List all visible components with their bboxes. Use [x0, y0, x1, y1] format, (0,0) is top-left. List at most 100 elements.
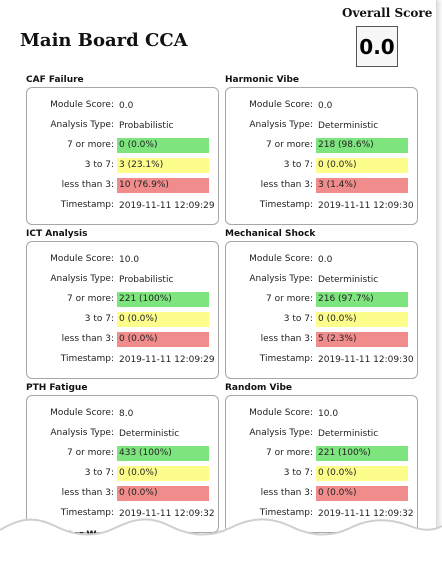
module-section: PTH Fatigue Module Score: 8.0 Analysis Type… — [26, 381, 219, 533]
overall-score-label: Overall Score — [342, 6, 433, 20]
count-3-to-7-row: 3 to 7: 0 (0.0%) — [226, 312, 417, 330]
module-score-value: 0.0 — [119, 101, 134, 111]
analysis-type-label: Analysis Type: — [50, 274, 114, 284]
count-less-than-3-row: less than 3: 0 (0.0%) — [27, 332, 218, 350]
section-panel: Module Score: 0.0 Analysis Type: Probabilis… — [26, 87, 219, 225]
analysis-type-label: Analysis Type: — [249, 274, 313, 284]
timestamp-label: Timestamp: — [259, 354, 313, 364]
count-3-to-7-label: 3 to 7: — [283, 468, 313, 478]
count-3-to-7-row: 3 to 7: 0 (0.0%) — [226, 158, 417, 176]
count-less-than-3-label: less than 3: — [61, 334, 114, 344]
module-score-label: Module Score: — [249, 100, 313, 110]
count-7-or-more-label: 7 or more: — [266, 294, 313, 304]
count-7-or-more-row: 7 or more: 0 (0.0%) — [27, 138, 218, 156]
analysis-type-value: Probabilistic — [119, 121, 174, 131]
count-7-or-more-label: 7 or more: — [266, 140, 313, 150]
timestamp-label: Timestamp: — [60, 354, 114, 364]
section-title: CAF Failure — [26, 75, 84, 85]
count-less-than-3-value: 0 (0.0%) — [117, 486, 209, 501]
count-7-or-more-value: 216 (97.7%) — [316, 292, 408, 307]
count-less-than-3-row: less than 3: 3 (1.4%) — [226, 178, 417, 196]
timestamp-row: Timestamp: 2019-11-11 12:09:29 — [27, 352, 218, 370]
timestamp-value: 2019-11-11 12:09:32 — [318, 509, 414, 519]
analysis-type-row: Analysis Type: Deterministic — [226, 426, 417, 444]
analysis-type-row: Analysis Type: Deterministic — [27, 426, 218, 444]
count-7-or-more-row: 7 or more: 433 (100%) — [27, 446, 218, 464]
section-title: Random Vibe — [225, 383, 292, 393]
count-3-to-7-label: 3 to 7: — [283, 314, 313, 324]
analysis-type-row: Analysis Type: Probabilistic — [27, 118, 218, 136]
module-score-label: Module Score: — [50, 254, 114, 264]
count-3-to-7-value: 0 (0.0%) — [316, 158, 408, 173]
analysis-type-row: Analysis Type: Probabilistic — [27, 272, 218, 290]
count-less-than-3-row: less than 3: 10 (76.9%) — [27, 178, 218, 196]
timestamp-label: Timestamp: — [60, 508, 114, 518]
timestamp-label: Timestamp: — [60, 200, 114, 210]
count-3-to-7-label: 3 to 7: — [84, 160, 114, 170]
module-score-label: Module Score: — [249, 408, 313, 418]
count-3-to-7-row: 3 to 7: 0 (0.0%) — [27, 312, 218, 330]
analysis-type-row: Analysis Type: Deterministic — [226, 118, 417, 136]
module-score-row: Module Score: 0.0 — [226, 252, 417, 270]
section-panel: Module Score: 0.0 Analysis Type: Determinis… — [225, 87, 418, 225]
timestamp-value: 2019-11-11 12:09:30 — [318, 355, 414, 365]
count-7-or-more-row: 7 or more: 221 (100%) — [27, 292, 218, 310]
module-score-value: 8.0 — [119, 409, 134, 419]
section-title: PTH Fatigue — [26, 383, 88, 393]
count-7-or-more-row: 7 or more: 221 (100%) — [226, 446, 417, 464]
module-section: Mechanical Shock Module Score: 0.0 Analysis… — [225, 227, 418, 379]
section-title: Harmonic Vibe — [225, 75, 300, 85]
timestamp-label: Timestamp: — [259, 508, 313, 518]
module-score-row: Module Score: 10.0 — [226, 406, 417, 424]
count-3-to-7-value: 0 (0.0%) — [316, 466, 408, 481]
overall-score-value: 0.0 — [356, 26, 398, 67]
count-less-than-3-value: 0 (0.0%) — [117, 332, 209, 347]
timestamp-value: 2019-11-11 12:09:32 — [119, 509, 215, 519]
module-section: Random Vibe Module Score: 10.0 Analysis Typ… — [225, 381, 418, 533]
analysis-type-value: Probabilistic — [119, 275, 174, 285]
count-less-than-3-row: less than 3: 0 (0.0%) — [27, 486, 218, 504]
section-panel: Module Score: 0.0 Analysis Type: Determinis… — [225, 241, 418, 379]
module-section: CAF Failure Module Score: 0.0 Analysis Type… — [26, 73, 219, 225]
count-less-than-3-row: less than 3: 5 (2.3%) — [226, 332, 417, 350]
module-score-value: 10.0 — [119, 255, 140, 265]
analysis-type-value: Deterministic — [318, 429, 379, 439]
count-3-to-7-row: 3 to 7: 3 (23.1%) — [27, 158, 218, 176]
analysis-type-label: Analysis Type: — [50, 120, 114, 130]
torn-edge — [0, 518, 442, 567]
count-less-than-3-label: less than 3: — [260, 488, 313, 498]
module-score-value: 0.0 — [318, 101, 333, 111]
module-score-row: Module Score: 8.0 — [27, 406, 218, 424]
module-score-value: 10.0 — [318, 409, 339, 419]
count-3-to-7-row: 3 to 7: 0 (0.0%) — [27, 466, 218, 484]
analysis-type-value: Deterministic — [318, 275, 379, 285]
module-section: ICT Analysis Module Score: 10.0 Analysis Ty… — [26, 227, 219, 379]
timestamp-row: Timestamp: 2019-11-11 12:09:30 — [226, 352, 417, 370]
timestamp-value: 2019-11-11 12:09:29 — [119, 201, 215, 211]
timestamp-value: 2019-11-11 12:09:30 — [318, 201, 414, 211]
count-7-or-more-value: 221 (100%) — [117, 292, 209, 307]
analysis-type-value: Deterministic — [119, 429, 180, 439]
section-title: ICT Analysis — [26, 229, 88, 239]
count-3-to-7-row: 3 to 7: 0 (0.0%) — [226, 466, 417, 484]
count-less-than-3-value: 5 (2.3%) — [316, 332, 408, 347]
count-7-or-more-label: 7 or more: — [67, 140, 114, 150]
analysis-type-value: Deterministic — [318, 121, 379, 131]
module-score-label: Module Score: — [50, 408, 114, 418]
count-7-or-more-value: 218 (98.6%) — [316, 138, 408, 153]
count-3-to-7-value: 0 (0.0%) — [117, 312, 209, 327]
count-less-than-3-label: less than 3: — [61, 488, 114, 498]
report-page: Main Board CCA Overall Score 0.0 CAF Fai… — [20, 0, 437, 540]
count-7-or-more-label: 7 or more: — [67, 448, 114, 458]
section-panel: Module Score: 10.0 Analysis Type: Determini… — [225, 395, 418, 533]
count-3-to-7-label: 3 to 7: — [84, 314, 114, 324]
module-score-label: Module Score: — [249, 254, 313, 264]
count-less-than-3-label: less than 3: — [61, 180, 114, 190]
timestamp-value: 2019-11-11 12:09:29 — [119, 355, 215, 365]
count-7-or-more-label: 7 or more: — [67, 294, 114, 304]
count-less-than-3-value: 3 (1.4%) — [316, 178, 408, 193]
module-score-row: Module Score: 0.0 — [226, 98, 417, 116]
count-less-than-3-value: 0 (0.0%) — [316, 486, 408, 501]
timestamp-row: Timestamp: 2019-11-11 12:09:32 — [27, 506, 218, 524]
timestamp-row: Timestamp: 2019-11-11 12:09:29 — [27, 198, 218, 216]
